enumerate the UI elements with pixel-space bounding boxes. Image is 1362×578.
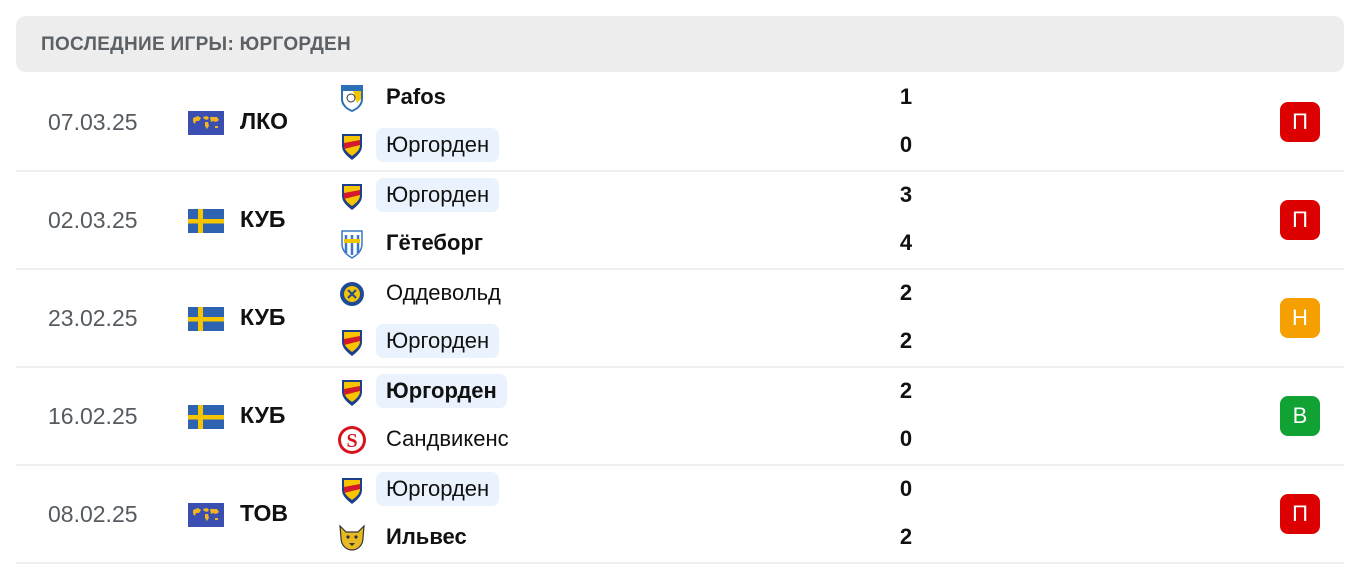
team-home[interactable]: Pafos 1 [336,78,936,118]
result-badge: П [1280,200,1320,240]
match-row[interactable]: 08.02.25 ТОВ Юргорден 0 Ильвес 2 П [16,465,1344,564]
team-name: Гётеборг [386,230,484,255]
team-score: 2 [899,328,913,353]
result-badge: П [1280,494,1320,534]
team-name: Юргорден [376,128,500,162]
match-date: 23.02.25 [48,305,138,331]
team-score: 2 [899,524,913,549]
match-date: 02.03.25 [48,207,138,233]
team-score: 2 [899,378,913,403]
section-header: ПОСЛЕДНИЕ ИГРЫ: ЮРГОРДЕН [16,16,1344,72]
team-name: Юргорден [376,324,500,358]
team-home[interactable]: Юргорден 0 [336,470,936,510]
world-flag-icon [188,111,224,135]
team-name: Ильвес [386,524,467,549]
team-away[interactable]: Ильвес 2 [336,518,936,558]
team-name: Оддевольд [386,280,501,305]
sweden-flag-icon [188,209,224,233]
match-date: 16.02.25 [48,403,138,429]
team-away[interactable]: Гётеборг 4 [336,224,936,264]
match-row[interactable]: 02.03.25 КУБ Юргорден 3 Гётеборг 4 П [16,171,1344,270]
team-away[interactable]: S Сандвикенс 0 [336,420,936,460]
competition: ЛКО [240,108,289,134]
sweden-flag-icon [188,307,224,331]
result-badge: Н [1280,298,1320,338]
team-home[interactable]: Юргорден 3 [336,176,936,216]
team-away[interactable]: Юргорден 2 [336,322,936,362]
team-score: 4 [899,230,913,255]
djurgarden-logo [336,130,368,162]
match-row[interactable]: 16.02.25 КУБ Юргорден 2 S Сандвикенс 0 В [16,367,1344,466]
team-score: 0 [899,132,913,157]
result-badge: П [1280,102,1320,142]
djurgarden-logo [336,180,368,212]
pafos-logo [336,82,368,114]
team-score: 0 [899,426,913,451]
section-title: ПОСЛЕДНИЕ ИГРЫ: ЮРГОРДЕН [41,34,352,55]
world-flag-icon [188,503,224,527]
competition: КУБ [240,402,286,428]
team-score: 3 [899,182,913,207]
team-away[interactable]: Юргорден 0 [336,126,936,166]
match-row[interactable]: 07.03.25 ЛКО Pafos 1 Юргорден 0 П [16,73,1344,172]
team-name: Юргорден [376,374,507,408]
team-name: Сандвикенс [386,426,509,451]
team-name: Юргорден [376,178,500,212]
team-name: Юргорден [376,472,500,506]
goteborg-logo [336,228,368,260]
oddevold-logo [336,278,368,310]
ilves-logo [336,522,368,554]
match-row[interactable]: 23.02.25 КУБ Оддевольд 2 Юргорден 2 Н [16,269,1344,368]
competition: ТОВ [240,500,288,526]
djurgarden-logo [336,376,368,408]
competition: КУБ [240,206,286,232]
team-home[interactable]: Юргорден 2 [336,372,936,412]
djurgarden-logo [336,326,368,358]
competition: КУБ [240,304,286,330]
sandvikens-logo: S [336,424,368,456]
team-score: 0 [899,476,913,501]
team-score: 1 [899,84,913,109]
svg-text:S: S [346,430,357,452]
team-score: 2 [899,280,913,305]
match-date: 07.03.25 [48,109,138,135]
team-name: Pafos [386,84,446,109]
result-badge: В [1280,396,1320,436]
djurgarden-logo [336,474,368,506]
team-home[interactable]: Оддевольд 2 [336,274,936,314]
match-date: 08.02.25 [48,501,138,527]
sweden-flag-icon [188,405,224,429]
